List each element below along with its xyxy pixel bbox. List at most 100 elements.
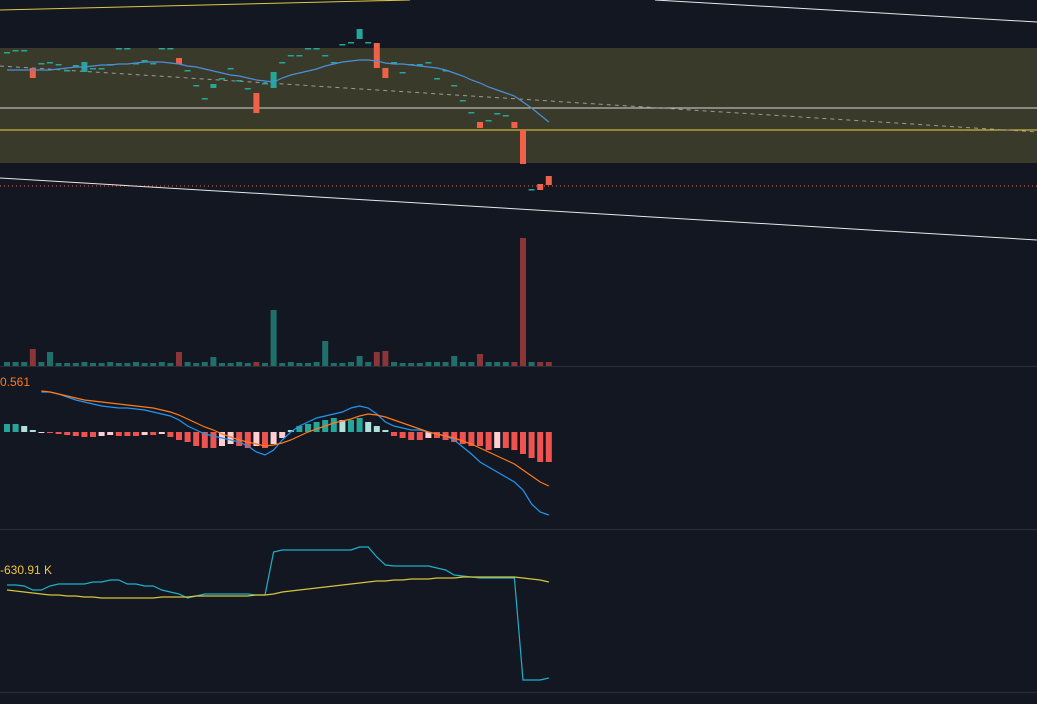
macd-bar — [133, 432, 139, 436]
volume-bar — [81, 362, 88, 366]
macd-bar — [477, 432, 483, 446]
volume-bar — [158, 362, 165, 366]
macd-bar — [253, 432, 260, 446]
volume-bar — [339, 363, 346, 366]
macd-bar — [107, 432, 114, 435]
macd-bar — [305, 424, 311, 432]
candle — [451, 85, 458, 87]
candle — [115, 48, 122, 50]
volume-bar — [29, 349, 36, 366]
candle — [416, 64, 423, 66]
macd-bar — [158, 432, 165, 434]
candle — [176, 58, 182, 64]
macd-bar — [38, 432, 45, 433]
macd-bar — [47, 432, 53, 433]
macd-bar — [434, 432, 440, 438]
macd-bar — [537, 432, 544, 462]
volume-bar — [72, 363, 79, 366]
candle — [47, 62, 53, 64]
volume-bar — [133, 362, 139, 366]
volume-bar — [434, 362, 440, 366]
macd-bar — [416, 432, 423, 440]
candle — [330, 62, 337, 64]
dif-line — [41, 391, 549, 516]
candle — [305, 48, 311, 50]
candle — [468, 112, 475, 114]
candle — [12, 50, 19, 52]
macd-bar — [348, 420, 354, 432]
candle — [167, 48, 174, 50]
macd-bar — [201, 432, 208, 448]
volume-bar — [528, 362, 535, 366]
candle — [124, 48, 131, 50]
volume-bar — [356, 356, 363, 366]
candle — [520, 130, 526, 164]
macd-bar — [141, 432, 148, 435]
candle — [545, 176, 552, 185]
macd-bar — [210, 432, 217, 448]
volume-bar — [425, 362, 432, 366]
macd-bar — [29, 430, 36, 432]
candle — [459, 100, 466, 102]
volume-bar — [90, 363, 96, 366]
candle — [365, 42, 372, 44]
macd-bar — [270, 432, 277, 444]
macd-bar — [124, 432, 131, 436]
candle — [511, 122, 518, 128]
macd-bar — [55, 432, 62, 434]
macd-bar — [545, 432, 552, 462]
trend-line — [0, 0, 411, 11]
volume-bar — [262, 363, 268, 366]
macd-bar — [150, 432, 157, 435]
candle — [348, 42, 354, 44]
indicator-line — [6, 576, 549, 599]
volume-bar — [494, 362, 501, 366]
macd-bar — [4, 424, 10, 432]
candle — [391, 62, 397, 64]
macd-bar — [502, 432, 509, 448]
trend-line — [654, 0, 1037, 23]
macd-bar — [98, 432, 105, 436]
volume-bar — [98, 363, 105, 366]
candle — [313, 48, 320, 50]
dea-line — [41, 390, 550, 487]
volume-bar — [236, 362, 243, 366]
volume-bar — [399, 363, 406, 366]
candle — [133, 63, 139, 65]
volume-bar — [391, 362, 397, 366]
volume-bar — [468, 362, 475, 366]
candle — [502, 115, 509, 117]
candle — [279, 62, 286, 64]
macd-bar — [21, 426, 28, 432]
macd-bar — [227, 432, 234, 444]
volume-bar — [330, 363, 337, 366]
volume-bar — [348, 362, 354, 366]
candle — [55, 64, 62, 66]
candle — [64, 70, 71, 72]
macd-bar — [408, 432, 415, 440]
volume-bar — [227, 363, 234, 366]
macd-bar — [296, 426, 303, 432]
volume-bar — [545, 362, 552, 366]
macd-bar — [313, 422, 320, 432]
candle — [98, 68, 105, 70]
macd-bar — [115, 432, 122, 436]
macd-bar — [391, 432, 397, 436]
macd-bar — [279, 432, 286, 438]
candle — [356, 29, 363, 39]
candle — [184, 70, 191, 72]
candle — [236, 80, 243, 82]
volume-bar — [279, 363, 286, 366]
candle — [4, 52, 10, 54]
candle — [528, 189, 535, 191]
macd-bar — [339, 420, 346, 432]
volume-bar — [55, 363, 62, 366]
candle — [399, 72, 406, 74]
volume-bar — [47, 352, 53, 366]
volume-bar — [4, 362, 10, 366]
macd-bar — [520, 432, 526, 454]
indicator-label: 0.561 — [0, 375, 30, 389]
volume-bar — [296, 363, 303, 366]
macd-bar — [193, 432, 200, 446]
